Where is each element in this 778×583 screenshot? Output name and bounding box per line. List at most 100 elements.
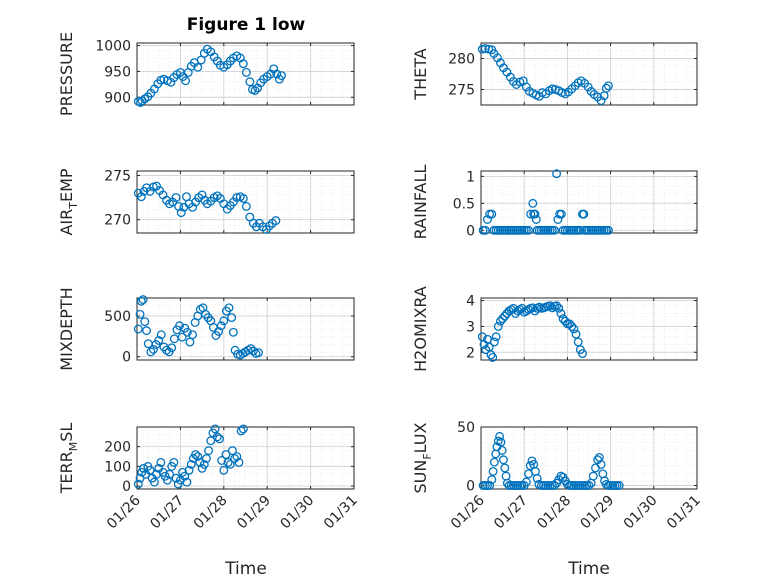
data-point — [219, 316, 229, 326]
data-point — [532, 474, 542, 483]
y-tick-label: 3 — [466, 319, 475, 335]
data-point — [567, 321, 577, 331]
y-tick-label: 1 — [466, 169, 475, 185]
y-axis-label: PRESSURE — [57, 32, 76, 116]
h2omixra-plot: 2 3 4 H2OMIXRA — [411, 286, 698, 372]
data-point — [487, 475, 497, 485]
data-point — [166, 77, 176, 87]
y-tick-label: 275 — [448, 83, 475, 99]
data-point — [186, 459, 196, 469]
y-axis-label: MIXDEPTH — [57, 287, 76, 370]
x-tick-label: 01/28 — [191, 493, 231, 533]
x-axis-label-left: Time — [224, 559, 267, 579]
data-point — [491, 332, 501, 342]
data-point — [528, 198, 538, 208]
data-point — [191, 450, 201, 460]
data-point — [224, 303, 234, 313]
data-point — [149, 477, 159, 487]
data-point — [496, 437, 506, 447]
rainfall-plot: 0 0.5 1 RAINFALL — [411, 165, 698, 239]
data-point — [603, 225, 613, 235]
y-axis-label: TERRMSL — [57, 423, 80, 495]
y-tick-label: 950 — [104, 64, 131, 80]
data-point — [175, 321, 184, 331]
data-point — [488, 467, 498, 476]
data-point — [272, 69, 282, 79]
y-tick-label: 0 — [122, 350, 131, 366]
data-point — [177, 332, 187, 342]
axes-box — [480, 42, 698, 106]
x-tick-label: 01/27 — [491, 493, 531, 533]
data-point — [277, 71, 286, 80]
data-point — [214, 326, 224, 336]
data-point — [232, 193, 242, 203]
x-tick-label: 01/29 — [234, 493, 274, 533]
data-point — [162, 475, 172, 485]
y-tick-label: 100 — [104, 459, 131, 475]
data-point — [488, 352, 498, 362]
data-point — [552, 301, 562, 311]
data-point — [145, 465, 155, 475]
data-point — [513, 306, 523, 316]
y-axis-label: AIRTEMP — [57, 168, 80, 235]
y-tick-label: 0 — [466, 478, 475, 494]
data-point — [221, 450, 231, 460]
data-point — [498, 314, 508, 324]
data-point — [241, 67, 251, 77]
data-point — [137, 96, 147, 106]
data-point — [578, 349, 587, 358]
y-tick-label: 500 — [104, 309, 131, 325]
data-point — [508, 303, 518, 313]
axes-box — [136, 42, 355, 106]
data-point — [236, 426, 246, 436]
data-point — [526, 209, 536, 219]
axes-box — [136, 426, 355, 490]
data-point — [571, 329, 581, 339]
data-point — [193, 62, 203, 72]
data-point — [215, 434, 224, 444]
data-point — [197, 190, 207, 200]
data-point — [271, 216, 281, 226]
data-point — [495, 316, 505, 326]
data-point — [146, 347, 156, 357]
data-point — [171, 193, 181, 203]
data-point — [140, 317, 150, 327]
data-point — [136, 192, 146, 202]
data-point — [545, 301, 555, 311]
data-point — [524, 225, 533, 235]
data-point — [601, 83, 611, 93]
data-point — [549, 481, 559, 490]
data-point — [152, 181, 161, 191]
data-point — [531, 215, 541, 224]
axes-box — [480, 297, 698, 361]
data-point — [191, 197, 201, 207]
figure-title: Figure 1 low — [187, 15, 306, 35]
data-point — [238, 194, 248, 203]
data-point — [556, 309, 566, 318]
y-tick-label: 200 — [104, 440, 131, 456]
data-point — [241, 201, 251, 211]
x-tick-label: 01/31 — [664, 493, 704, 533]
data-point — [169, 457, 179, 467]
data-point — [228, 327, 238, 337]
pressure-plot: 900 950 1000 PRESSURE — [57, 32, 355, 116]
data-point — [534, 302, 544, 312]
data-point — [206, 436, 216, 446]
data-point — [480, 44, 490, 54]
data-point — [584, 481, 594, 490]
data-point — [188, 330, 198, 340]
x-tick-label: 01/31 — [321, 493, 361, 533]
data-point — [515, 305, 525, 315]
data-point — [575, 225, 585, 235]
data-point — [167, 343, 177, 353]
data-point — [554, 303, 564, 313]
data-point — [154, 335, 164, 345]
y-tick-label: 2 — [466, 345, 475, 361]
data-point — [519, 307, 529, 317]
data-point — [573, 337, 583, 347]
data-point — [596, 459, 606, 469]
data-point — [524, 305, 533, 315]
x-tick-label: 01/27 — [147, 493, 187, 533]
data-point — [499, 455, 508, 465]
